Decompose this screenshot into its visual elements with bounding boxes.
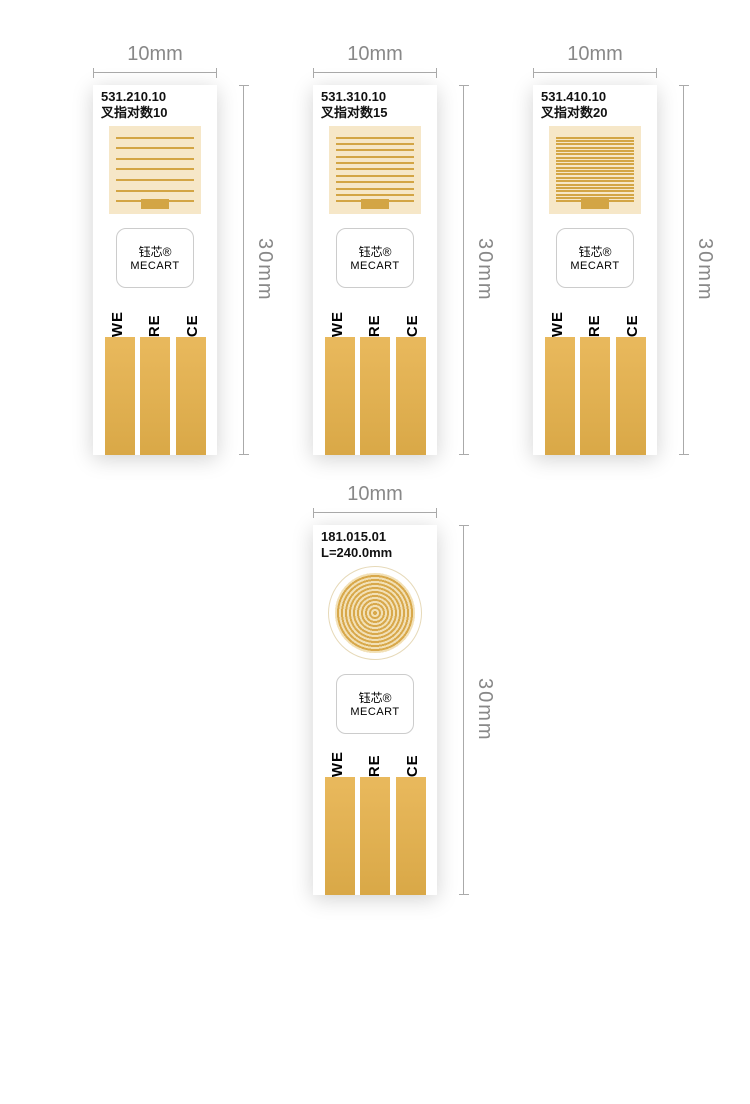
card-header: 181.015.01 L=240.0mm (313, 525, 437, 562)
terminal-labels: WE RE CE (313, 311, 437, 337)
width-label: 10mm (567, 43, 623, 66)
contact-pad-re (580, 337, 610, 455)
sensor-interdigitated (109, 126, 201, 214)
electrode-unit-1: 10mm 531.310.10 叉指对数15 钰芯® MECART WERECE… (295, 85, 455, 455)
width-label: 10mm (127, 43, 183, 66)
terminal-label-we: WE (109, 311, 126, 337)
brand-cn: 钰芯® (579, 243, 612, 260)
brand-logo: 钰芯® MECART (116, 228, 194, 288)
terminal-label-ce: CE (404, 751, 421, 777)
height-dimension: 30mm (239, 85, 279, 455)
contact-pads (93, 337, 217, 455)
part-number: 531.410.10 (541, 89, 649, 105)
terminal-label-re: RE (146, 311, 163, 337)
contact-pad-ce (396, 337, 426, 455)
terminal-label-ce: CE (184, 311, 201, 337)
electrode-unit-2: 10mm 531.410.10 叉指对数20 钰芯® MECART WERECE… (515, 85, 675, 455)
terminal-label-we: WE (329, 311, 346, 337)
card-subtitle: 叉指对数20 (541, 105, 649, 121)
terminal-label-re: RE (366, 751, 383, 777)
sensor-interdigitated (549, 126, 641, 214)
electrode-unit-3: 10mm 181.015.01 L=240.0mm 钰芯® MECART WER… (295, 525, 455, 895)
width-dimension: 10mm (93, 43, 217, 75)
width-label: 10mm (347, 483, 403, 506)
contact-pad-re (360, 777, 390, 895)
electrode-card: 531.410.10 叉指对数20 钰芯® MECART WE RE CE (533, 85, 657, 455)
terminal-labels: WE RE CE (533, 311, 657, 337)
brand-en: MECART (570, 260, 619, 272)
height-dimension: 30mm (459, 85, 499, 455)
sensor-interdigitated (329, 126, 421, 214)
height-label: 30mm (693, 238, 716, 302)
electrode-card: 531.210.10 叉指对数10 钰芯® MECART WE RE CE (93, 85, 217, 455)
contact-pad-we (545, 337, 575, 455)
contact-pad-we (325, 337, 355, 455)
brand-cn: 钰芯® (359, 689, 392, 706)
contact-pad-ce (616, 337, 646, 455)
height-label: 30mm (473, 238, 496, 302)
height-label: 30mm (473, 678, 496, 742)
card-subtitle: 叉指对数15 (321, 105, 429, 121)
brand-cn: 钰芯® (359, 243, 392, 260)
contact-pad-ce (396, 777, 426, 895)
contact-pad-we (325, 777, 355, 895)
part-number: 531.210.10 (101, 89, 209, 105)
card-subtitle: L=240.0mm (321, 545, 429, 561)
card-header: 531.310.10 叉指对数15 (313, 85, 437, 122)
contact-pad-re (360, 337, 390, 455)
terminal-label-we: WE (329, 751, 346, 777)
electrode-card: 531.310.10 叉指对数15 钰芯® MECART WE RE CE (313, 85, 437, 455)
terminal-labels: WE RE CE (93, 311, 217, 337)
terminal-label-re: RE (366, 311, 383, 337)
brand-logo: 钰芯® MECART (336, 674, 414, 734)
height-label: 30mm (253, 238, 276, 302)
contact-pad-re (140, 337, 170, 455)
brand-en: MECART (130, 260, 179, 272)
part-number: 181.015.01 (321, 529, 429, 545)
width-label: 10mm (347, 43, 403, 66)
width-dimension: 10mm (313, 43, 437, 75)
terminal-label-ce: CE (624, 311, 641, 337)
width-dimension: 10mm (313, 483, 437, 515)
contact-pads (313, 777, 437, 895)
card-subtitle: 叉指对数10 (101, 105, 209, 121)
electrode-card: 181.015.01 L=240.0mm 钰芯® MECART WE RE CE (313, 525, 437, 895)
sensor-spiral (328, 566, 422, 660)
height-dimension: 30mm (679, 85, 719, 455)
terminal-labels: WE RE CE (313, 751, 437, 777)
part-number: 531.310.10 (321, 89, 429, 105)
contact-pads (533, 337, 657, 455)
card-header: 531.210.10 叉指对数10 (93, 85, 217, 122)
height-dimension: 30mm (459, 525, 499, 895)
contact-pads (313, 337, 437, 455)
brand-logo: 钰芯® MECART (336, 228, 414, 288)
brand-cn: 钰芯® (139, 243, 172, 260)
contact-pad-we (105, 337, 135, 455)
electrode-unit-0: 10mm 531.210.10 叉指对数10 钰芯® MECART WERECE… (75, 85, 235, 455)
brand-logo: 钰芯® MECART (556, 228, 634, 288)
width-dimension: 10mm (533, 43, 657, 75)
brand-en: MECART (350, 260, 399, 272)
terminal-label-we: WE (549, 311, 566, 337)
brand-en: MECART (350, 706, 399, 718)
card-header: 531.410.10 叉指对数20 (533, 85, 657, 122)
contact-pad-ce (176, 337, 206, 455)
terminal-label-re: RE (586, 311, 603, 337)
terminal-label-ce: CE (404, 311, 421, 337)
